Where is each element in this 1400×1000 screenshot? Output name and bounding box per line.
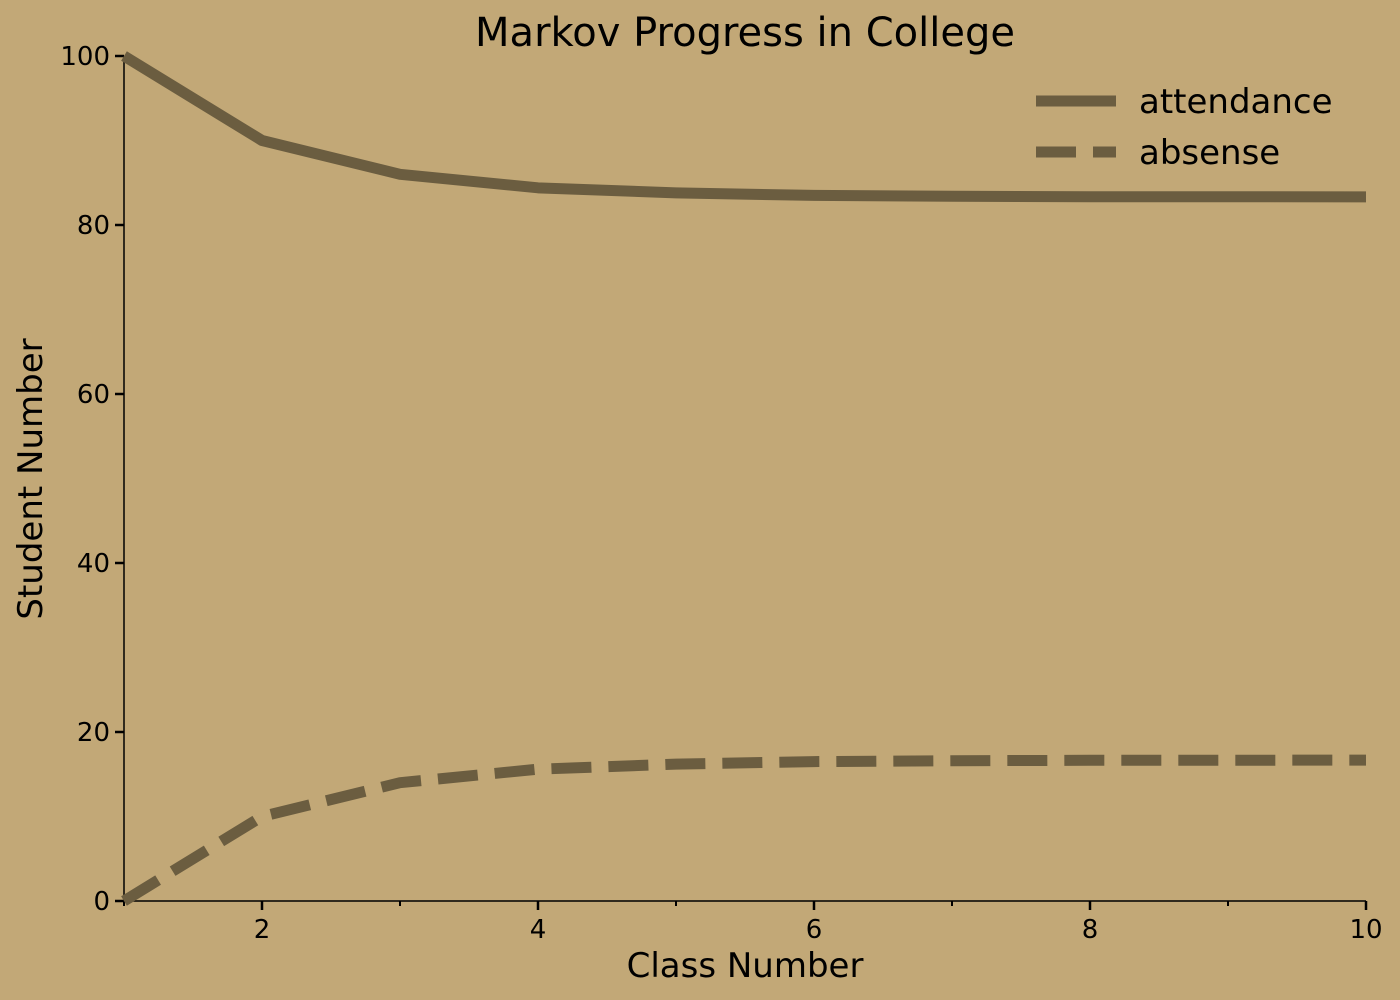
axes: 0 20 40 60 80 100 2 4 6 8 10 — [60, 42, 1382, 945]
series-group — [121, 51, 1367, 906]
y-tick-label: 80 — [77, 211, 110, 241]
x-tick-label: 4 — [530, 915, 547, 945]
y-tick-label: 60 — [77, 380, 110, 410]
x-axis-label: Class Number — [627, 946, 864, 986]
y-tick-label: 20 — [77, 718, 110, 748]
chart-title: Markov Progress in College — [475, 10, 1015, 56]
x-tick-label: 2 — [254, 915, 271, 945]
series-line-attendance — [121, 51, 1367, 203]
y-axis-label: Student Number — [11, 338, 51, 619]
y-tick-label: 40 — [77, 549, 110, 579]
y-tick-label: 0 — [93, 887, 110, 917]
x-tick-label: 6 — [806, 915, 823, 945]
series-line-absense — [121, 754, 1367, 906]
legend-label-attendance: attendance — [1139, 82, 1333, 122]
y-tick-label: 100 — [60, 42, 110, 72]
legend: attendance absense — [1036, 82, 1333, 173]
x-tick-label: 10 — [1349, 915, 1382, 945]
legend-label-absense: absense — [1139, 133, 1280, 173]
x-tick-label: 8 — [1082, 915, 1099, 945]
